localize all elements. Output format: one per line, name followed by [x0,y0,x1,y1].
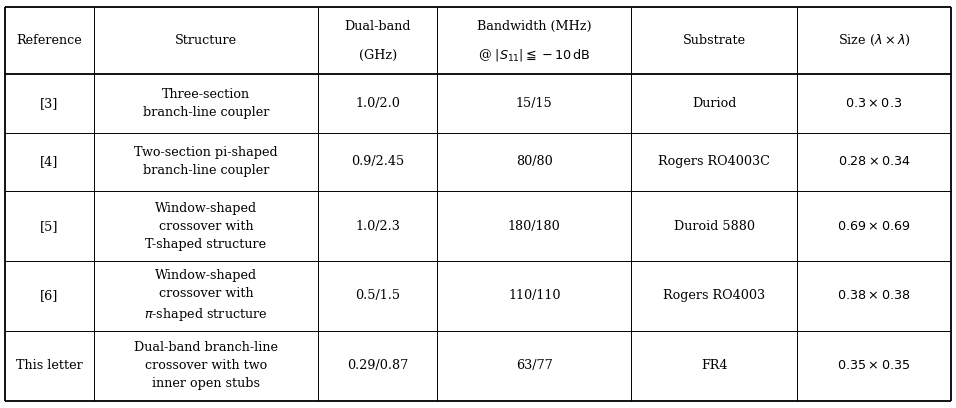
Text: 180/180: 180/180 [508,220,560,233]
Text: This letter: This letter [16,359,82,372]
Text: 0.29/0.87: 0.29/0.87 [347,359,408,372]
Text: $0.69 \times 0.69$: $0.69 \times 0.69$ [837,220,911,233]
Text: $0.38 \times 0.38$: $0.38 \times 0.38$ [837,289,911,302]
Text: $0.3 \times 0.3$: $0.3 \times 0.3$ [845,97,902,110]
Text: 15/15: 15/15 [516,97,553,110]
Text: 1.0/2.3: 1.0/2.3 [356,220,401,233]
Text: [4]: [4] [40,155,58,169]
Text: Duriod: Duriod [692,97,736,110]
Text: 0.5/1.5: 0.5/1.5 [355,289,401,302]
Text: $0.28 \times 0.34$: $0.28 \times 0.34$ [837,155,910,169]
Text: [5]: [5] [40,220,58,233]
Text: Duroid 5880: Duroid 5880 [674,220,754,233]
Text: [3]: [3] [40,97,58,110]
Text: Rogers RO4003C: Rogers RO4003C [658,155,771,169]
Text: 110/110: 110/110 [508,289,560,302]
Text: 0.9/2.45: 0.9/2.45 [351,155,404,169]
Text: @ $|S_{11}|\leqq -10\,\mathrm{dB}$: @ $|S_{11}|\leqq -10\,\mathrm{dB}$ [478,47,591,63]
Text: 1.0/2.0: 1.0/2.0 [356,97,401,110]
Text: Size ($\lambda \times \lambda$): Size ($\lambda \times \lambda$) [837,33,910,48]
Text: Three-section
branch-line coupler: Three-section branch-line coupler [142,88,269,119]
Text: Structure: Structure [175,34,237,47]
Text: $0.35 \times 0.35$: $0.35 \times 0.35$ [837,359,911,372]
Text: Substrate: Substrate [683,34,746,47]
Text: Dual-band branch-line
crossover with two
inner open stubs: Dual-band branch-line crossover with two… [134,341,278,390]
Text: Two-section pi-shaped
branch-line coupler: Two-section pi-shaped branch-line couple… [134,146,277,177]
Text: [6]: [6] [40,289,58,302]
Text: 63/77: 63/77 [516,359,553,372]
Text: Rogers RO4003: Rogers RO4003 [663,289,765,302]
Text: 80/80: 80/80 [516,155,553,169]
Text: Window-shaped
crossover with
$\pi$-shaped structure: Window-shaped crossover with $\pi$-shape… [144,269,268,323]
Text: FR4: FR4 [701,359,728,372]
Text: Bandwidth (MHz): Bandwidth (MHz) [477,20,592,33]
Text: (GHz): (GHz) [358,49,397,62]
Text: Reference: Reference [16,34,82,47]
Text: Dual-band: Dual-band [344,20,411,33]
Text: Window-shaped
crossover with
T-shaped structure: Window-shaped crossover with T-shaped st… [145,202,267,251]
